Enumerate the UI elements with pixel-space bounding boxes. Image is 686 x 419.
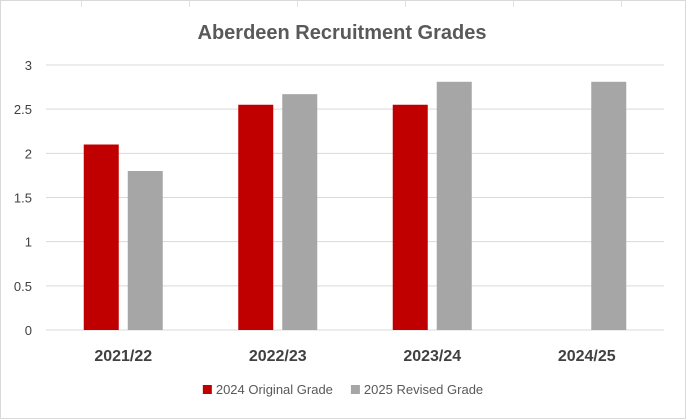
bar-revised-2 xyxy=(436,81,472,331)
x-tick-label: 2023/24 xyxy=(403,348,461,365)
y-tick-label: 2.5 xyxy=(14,102,32,117)
y-tick-label: 1 xyxy=(25,235,32,250)
legend-item: 2024 Original Grade xyxy=(202,382,333,397)
legend-label: 2024 Original Grade xyxy=(216,382,333,397)
x-axis-ticks: 2021/22 2022/23 2023/24 2024/25 xyxy=(94,348,615,365)
cell-gridline xyxy=(405,1,406,7)
y-tick-label: 0.5 xyxy=(14,279,32,294)
y-tick-label: 0 xyxy=(25,323,32,338)
cell-gridline xyxy=(189,1,190,7)
bars xyxy=(83,81,627,331)
bar-original-2 xyxy=(392,104,428,330)
y-tick-label: 2 xyxy=(25,146,32,161)
chart-title: Aberdeen Recruitment Grades xyxy=(198,22,487,44)
cell-gridline xyxy=(297,1,298,7)
x-tick-label: 2024/25 xyxy=(558,348,616,365)
legend-swatch xyxy=(202,385,212,394)
legend-swatch xyxy=(350,385,360,394)
legend: 2024 Original Grade 2025 Revised Grade xyxy=(202,382,483,397)
bar-original-1 xyxy=(238,104,274,330)
cell-gridline xyxy=(621,1,622,7)
y-axis-ticks: 0 0.5 1 1.5 2 2.5 3 xyxy=(14,58,32,338)
bar-revised-3 xyxy=(591,81,627,331)
cell-gridline xyxy=(513,1,514,7)
y-tick-label: 1.5 xyxy=(14,191,32,206)
bar-revised-0 xyxy=(127,171,163,330)
legend-label: 2025 Revised Grade xyxy=(364,382,483,397)
x-tick-label: 2021/22 xyxy=(94,348,152,365)
bar-revised-1 xyxy=(282,94,318,331)
bar-original-0 xyxy=(83,144,119,330)
y-tick-label: 3 xyxy=(25,58,32,73)
x-tick-label: 2022/23 xyxy=(249,348,307,365)
cell-gridline xyxy=(81,1,82,7)
legend-item: 2025 Revised Grade xyxy=(350,382,483,397)
